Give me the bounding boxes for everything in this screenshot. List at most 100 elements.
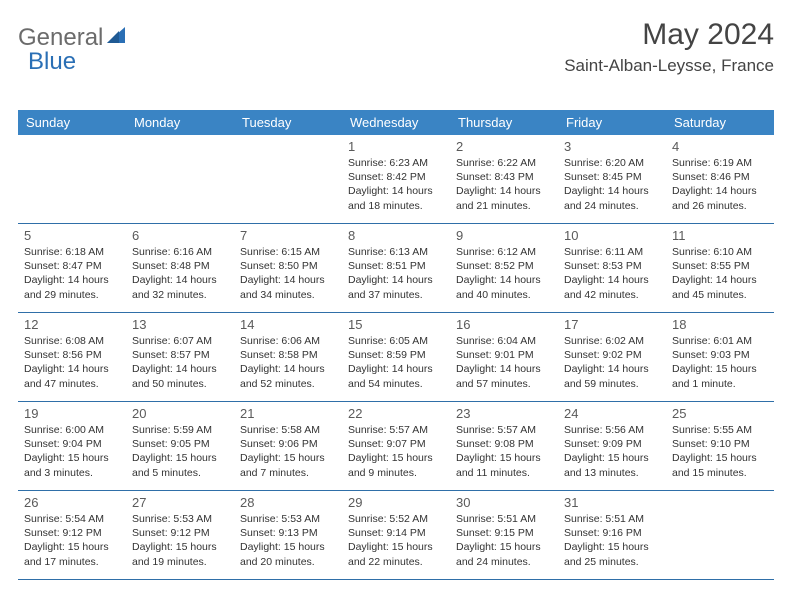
day-cell: 3Sunrise: 6:20 AMSunset: 8:45 PMDaylight… — [558, 135, 666, 223]
week-row: 12Sunrise: 6:08 AMSunset: 8:56 PMDayligh… — [18, 313, 774, 402]
sunset-text: Sunset: 9:12 PM — [24, 526, 120, 540]
daylight-text: Daylight: 14 hours — [564, 273, 660, 287]
daylight-text: Daylight: 15 hours — [456, 451, 552, 465]
daylight-text: Daylight: 15 hours — [348, 451, 444, 465]
daylight-text: and 24 minutes. — [456, 555, 552, 569]
daylight-text: Daylight: 15 hours — [564, 451, 660, 465]
day-number: 10 — [564, 228, 660, 243]
daylight-text: and 59 minutes. — [564, 377, 660, 391]
daylight-text: Daylight: 15 hours — [672, 362, 768, 376]
sunset-text: Sunset: 8:43 PM — [456, 170, 552, 184]
sunset-text: Sunset: 8:56 PM — [24, 348, 120, 362]
day-number: 4 — [672, 139, 768, 154]
day-number: 3 — [564, 139, 660, 154]
day-number: 13 — [132, 317, 228, 332]
day-number: 30 — [456, 495, 552, 510]
logo-text-blue: Blue — [28, 48, 76, 75]
week-row: 26Sunrise: 5:54 AMSunset: 9:12 PMDayligh… — [18, 491, 774, 580]
sunrise-text: Sunrise: 6:01 AM — [672, 334, 768, 348]
daylight-text: Daylight: 15 hours — [132, 540, 228, 554]
day-number: 24 — [564, 406, 660, 421]
location-title: Saint-Alban-Leysse, France — [564, 56, 774, 76]
day-cell: 24Sunrise: 5:56 AMSunset: 9:09 PMDayligh… — [558, 402, 666, 490]
daylight-text: Daylight: 14 hours — [672, 273, 768, 287]
sunset-text: Sunset: 9:05 PM — [132, 437, 228, 451]
daylight-text: and 57 minutes. — [456, 377, 552, 391]
sunset-text: Sunset: 9:12 PM — [132, 526, 228, 540]
daylight-text: Daylight: 14 hours — [456, 362, 552, 376]
day-number: 14 — [240, 317, 336, 332]
daylight-text: and 42 minutes. — [564, 288, 660, 302]
sunset-text: Sunset: 8:42 PM — [348, 170, 444, 184]
sunset-text: Sunset: 9:10 PM — [672, 437, 768, 451]
day-header-wed: Wednesday — [342, 110, 450, 135]
day-cell — [666, 491, 774, 579]
daylight-text: and 54 minutes. — [348, 377, 444, 391]
day-cell: 19Sunrise: 6:00 AMSunset: 9:04 PMDayligh… — [18, 402, 126, 490]
day-cell: 1Sunrise: 6:23 AMSunset: 8:42 PMDaylight… — [342, 135, 450, 223]
sunset-text: Sunset: 8:51 PM — [348, 259, 444, 273]
daylight-text: Daylight: 14 hours — [24, 362, 120, 376]
day-cell: 31Sunrise: 5:51 AMSunset: 9:16 PMDayligh… — [558, 491, 666, 579]
daylight-text: and 17 minutes. — [24, 555, 120, 569]
daylight-text: Daylight: 14 hours — [240, 273, 336, 287]
day-header-tue: Tuesday — [234, 110, 342, 135]
sunset-text: Sunset: 9:08 PM — [456, 437, 552, 451]
day-cell: 12 Sunrise: 6:08 AMSunset: 8:56 PMDayligh… — [18, 313, 126, 401]
sunrise-text: Sunrise: 6:08 AM — [24, 334, 120, 348]
sunrise-text: Sunrise: 6:00 AM — [24, 423, 120, 437]
day-cell: 15Sunrise: 6:05 AMSunset: 8:59 PMDayligh… — [342, 313, 450, 401]
sunrise-text: Sunrise: 6:11 AM — [564, 245, 660, 259]
day-cell: 10Sunrise: 6:11 AMSunset: 8:53 PMDayligh… — [558, 224, 666, 312]
day-number: 22 — [348, 406, 444, 421]
sunset-text: Sunset: 8:45 PM — [564, 170, 660, 184]
daylight-text: and 47 minutes. — [24, 377, 120, 391]
sunrise-text: Sunrise: 6:22 AM — [456, 156, 552, 170]
sunrise-text: Sunrise: 6:23 AM — [348, 156, 444, 170]
week-row: 19Sunrise: 6:00 AMSunset: 9:04 PMDayligh… — [18, 402, 774, 491]
day-number: 1 — [348, 139, 444, 154]
sunrise-text: Sunrise: 5:53 AM — [240, 512, 336, 526]
daylight-text: and 5 minutes. — [132, 466, 228, 480]
day-cell: 25Sunrise: 5:55 AMSunset: 9:10 PMDayligh… — [666, 402, 774, 490]
day-cell: 18Sunrise: 6:01 AMSunset: 9:03 PMDayligh… — [666, 313, 774, 401]
day-number: 26 — [24, 495, 120, 510]
sunrise-text: Sunrise: 5:51 AM — [456, 512, 552, 526]
sunset-text: Sunset: 8:52 PM — [456, 259, 552, 273]
day-cell: 6Sunrise: 6:16 AMSunset: 8:48 PMDaylight… — [126, 224, 234, 312]
day-cell — [126, 135, 234, 223]
daylight-text: and 19 minutes. — [132, 555, 228, 569]
sunrise-text: Sunrise: 6:20 AM — [564, 156, 660, 170]
day-number: 19 — [24, 406, 120, 421]
sunrise-text: Sunrise: 6:10 AM — [672, 245, 768, 259]
day-number: 17 — [564, 317, 660, 332]
sunrise-text: Sunrise: 6:02 AM — [564, 334, 660, 348]
sunrise-text: Sunrise: 5:56 AM — [564, 423, 660, 437]
daylight-text: and 52 minutes. — [240, 377, 336, 391]
daylight-text: Daylight: 14 hours — [348, 273, 444, 287]
daylight-text: and 15 minutes. — [672, 466, 768, 480]
logo-line2: Blue — [28, 48, 76, 76]
daylight-text: Daylight: 14 hours — [456, 184, 552, 198]
daylight-text: and 24 minutes. — [564, 199, 660, 213]
sunrise-text: Sunrise: 5:51 AM — [564, 512, 660, 526]
day-cell — [18, 135, 126, 223]
daylight-text: and 18 minutes. — [348, 199, 444, 213]
sunrise-text: Sunrise: 6:18 AM — [24, 245, 120, 259]
day-number: 12 — [24, 317, 120, 332]
daylight-text: Daylight: 15 hours — [24, 540, 120, 554]
sunrise-text: Sunrise: 6:13 AM — [348, 245, 444, 259]
sunrise-text: Sunrise: 6:19 AM — [672, 156, 768, 170]
day-number: 23 — [456, 406, 552, 421]
day-number: 2 — [456, 139, 552, 154]
sunrise-text: Sunrise: 6:06 AM — [240, 334, 336, 348]
logo-sail-icon — [105, 25, 127, 45]
daylight-text: and 29 minutes. — [24, 288, 120, 302]
sunrise-text: Sunrise: 6:05 AM — [348, 334, 444, 348]
sunset-text: Sunset: 9:01 PM — [456, 348, 552, 362]
sunset-text: Sunset: 8:48 PM — [132, 259, 228, 273]
day-cell: 16Sunrise: 6:04 AMSunset: 9:01 PMDayligh… — [450, 313, 558, 401]
day-number: 11 — [672, 228, 768, 243]
day-number: 9 — [456, 228, 552, 243]
sunset-text: Sunset: 8:50 PM — [240, 259, 336, 273]
